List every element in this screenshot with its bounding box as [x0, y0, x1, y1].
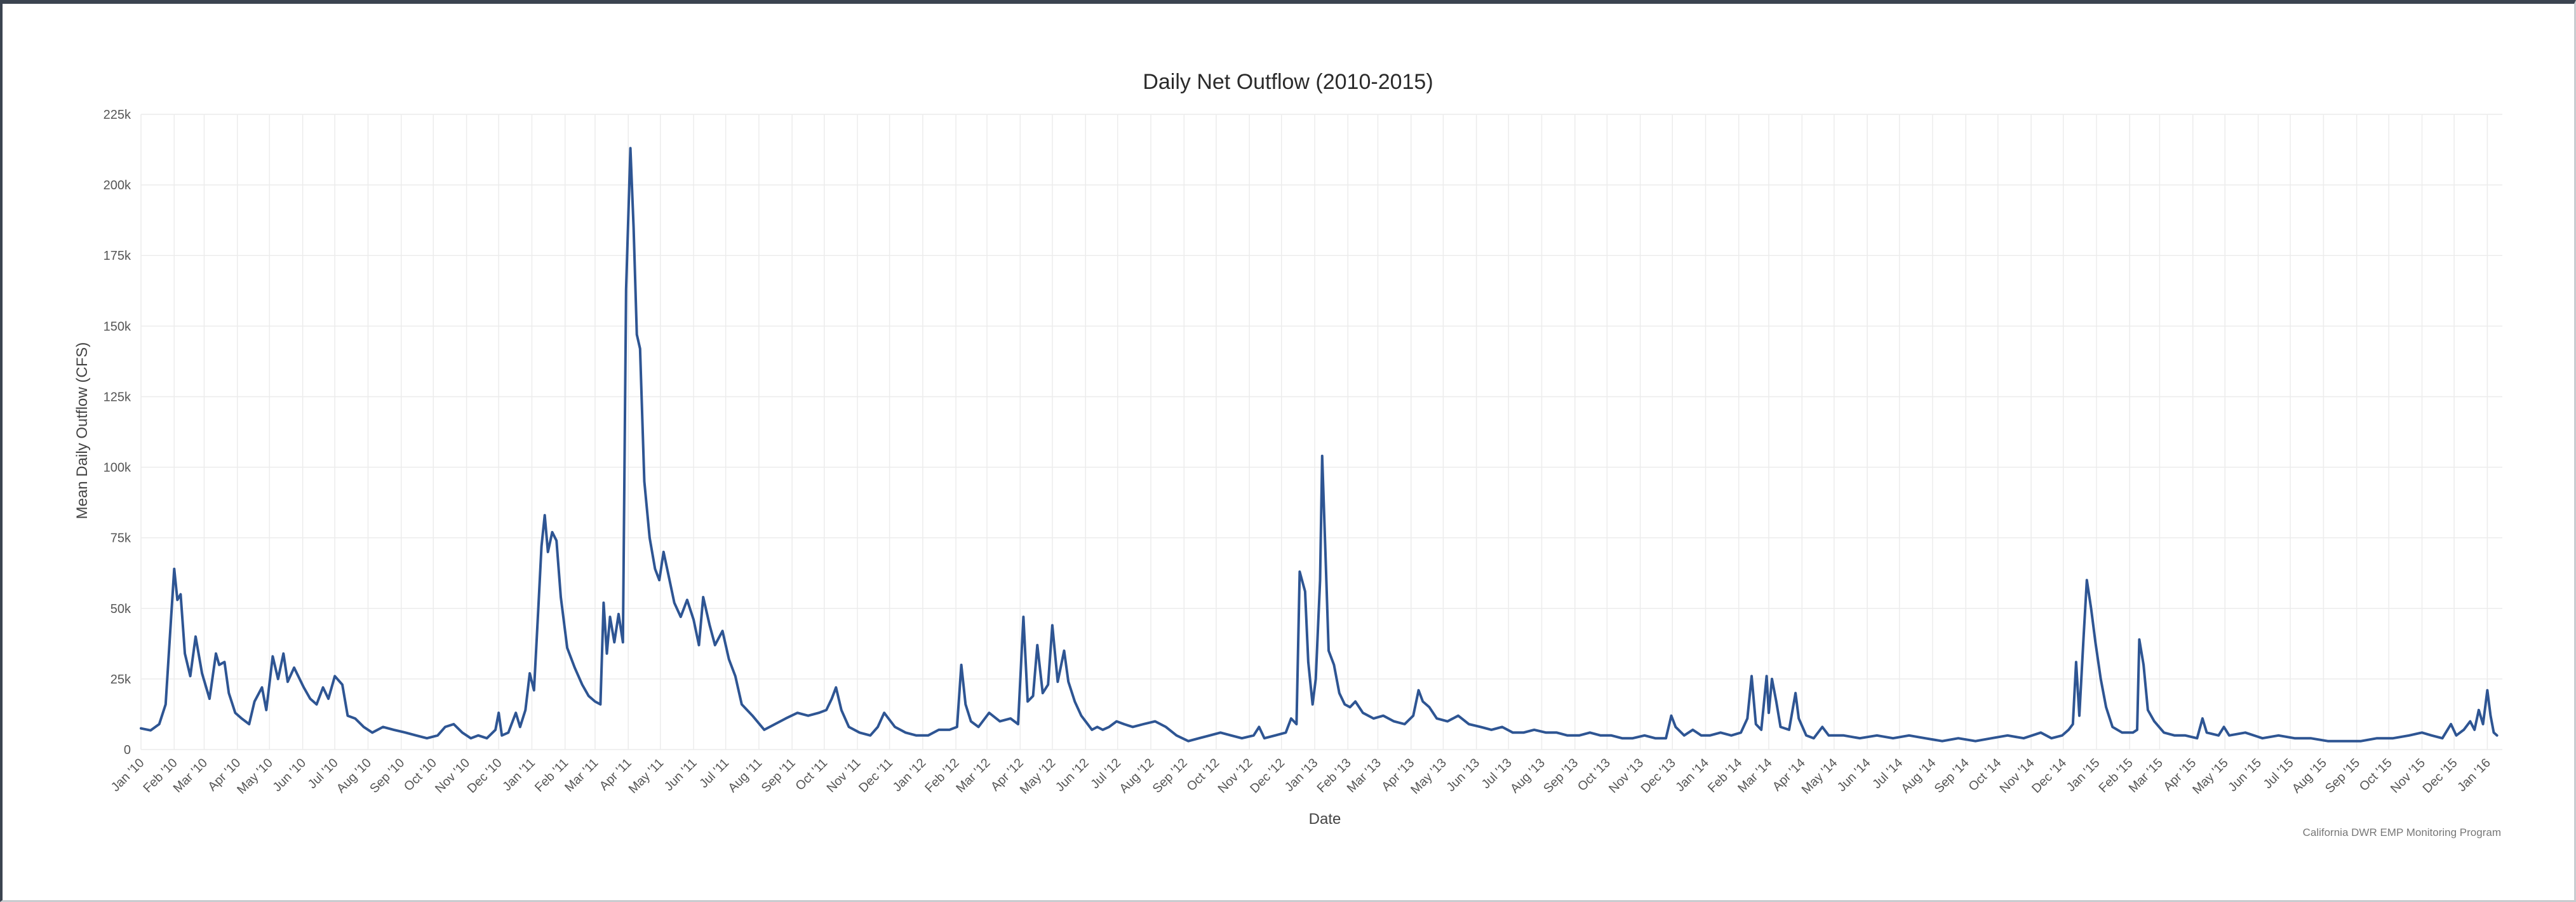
x-tick-label: Sep '13: [1541, 756, 1581, 796]
x-tick-label: Jan '16: [2455, 756, 2493, 795]
x-tick-label: Jun '12: [1053, 756, 1092, 795]
x-tick-label: Feb '12: [922, 756, 962, 795]
x-tick-label: May '11: [626, 756, 667, 797]
x-gridlines: [140, 114, 2488, 750]
x-tick-label: Aug '13: [1508, 756, 1548, 796]
x-tick-label: Mar '14: [1735, 756, 1774, 795]
x-tick-label: Dec '14: [2029, 756, 2069, 796]
x-tick-label: Sep '15: [2323, 756, 2363, 796]
y-gridlines: [141, 114, 2502, 750]
y-tick-label: 125k: [104, 390, 131, 404]
x-tick-label: Jan '14: [1673, 756, 1712, 795]
x-tick-label: Jun '10: [270, 756, 309, 795]
x-tick-label: Nov '15: [2388, 756, 2428, 796]
x-tick-label: May '14: [1799, 756, 1841, 797]
x-tick-label: Oct '14: [1966, 756, 2004, 794]
x-tick-label: Oct '12: [1184, 756, 1223, 794]
x-tick-label: Dec '11: [856, 756, 896, 795]
x-tick-label: Nov '10: [433, 756, 473, 796]
x-tick-label: Jun '15: [2225, 756, 2264, 795]
x-tick-label: Nov '14: [1997, 756, 2037, 796]
x-tick-label: Nov '12: [1216, 756, 1256, 796]
y-tick-label: 150k: [104, 320, 131, 333]
x-tick-label: Sep '14: [1932, 756, 1972, 796]
y-tick-label: 50k: [111, 602, 131, 616]
x-tick-label: Aug '10: [334, 756, 374, 796]
x-tick-label: Oct '10: [401, 756, 439, 794]
x-tick-label: Mar '13: [1345, 756, 1384, 795]
y-tick-label: 175k: [104, 249, 131, 263]
x-tick-label: Feb '11: [532, 756, 571, 795]
x-tick-label: Oct '15: [2357, 756, 2395, 794]
y-tick-label: 200k: [104, 178, 131, 192]
x-tick-label: Jan '10: [109, 756, 147, 795]
outflow-series-line: [140, 147, 2499, 743]
x-axis-title: Date: [1309, 811, 1341, 828]
x-tick-label: Jun '11: [662, 756, 700, 794]
y-tick-label: 75k: [111, 532, 131, 546]
x-tick-label: Aug '14: [1898, 756, 1938, 796]
x-tick-label: May '10: [234, 756, 276, 797]
x-tick-label: Mar '15: [2126, 756, 2166, 795]
x-tick-label: Jun '13: [1444, 756, 1482, 795]
x-tick-label: Mar '10: [171, 756, 210, 795]
chart-title: Daily Net Outflow (2010-2015): [1143, 70, 1433, 94]
x-tick-label: Dec '12: [1247, 756, 1287, 796]
x-tick-label: Jan '11: [500, 756, 538, 794]
x-tick-label: Mar '11: [562, 756, 601, 795]
x-tick-label: Jan '13: [1282, 756, 1321, 795]
x-tick-label: Nov '11: [824, 756, 864, 795]
x-tick-label: Oct '13: [1575, 756, 1613, 794]
y-tick-label: 100k: [104, 461, 131, 475]
x-tick-label: Aug '12: [1117, 756, 1157, 796]
x-tick-label: Jun '14: [1835, 756, 1874, 795]
x-tick-label: Aug '11: [725, 756, 765, 795]
x-tick-label: May '15: [2190, 756, 2231, 797]
x-tick-label: Sep '12: [1150, 756, 1190, 796]
y-tick-label: 25k: [111, 673, 131, 687]
x-tick-label: May '12: [1017, 756, 1059, 797]
x-tick-label: Nov '13: [1606, 756, 1646, 796]
y-axis-title: Mean Daily Outflow (CFS): [74, 342, 91, 520]
x-tick-label: May '13: [1408, 756, 1449, 797]
x-tick-label: Oct '11: [793, 756, 830, 793]
source-credit: California DWR EMP Monitoring Program: [2303, 826, 2501, 838]
x-tick-label: Dec '15: [2420, 756, 2460, 796]
x-tick-label: Dec '13: [1639, 756, 1679, 796]
y-tick-label: 225k: [104, 108, 131, 122]
x-tick-label: Sep '10: [367, 756, 407, 796]
x-tick-label: Aug '15: [2290, 756, 2330, 796]
x-tick-label: Sep '11: [759, 756, 798, 795]
x-tick-label: Mar '12: [953, 756, 993, 795]
x-tick-label: Jan '12: [890, 756, 929, 795]
y-tick-label: 0: [124, 743, 131, 757]
x-tick-label: Dec '10: [465, 756, 505, 796]
x-tick-label: Jan '15: [2064, 756, 2103, 795]
y-axis-ticks: 0 25k 50k 75k 100k 125k 150k 175k 200k 225k: [104, 108, 131, 757]
